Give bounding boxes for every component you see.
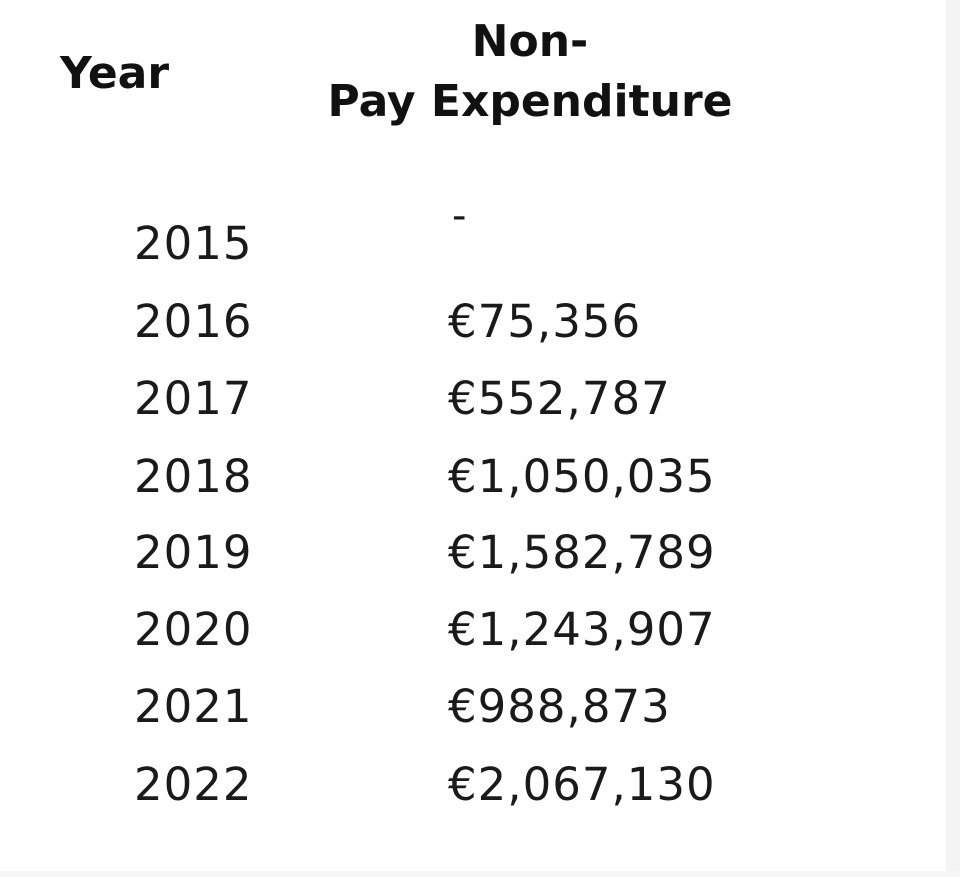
year-cell: 2021 bbox=[134, 680, 253, 733]
year-cell: 2018 bbox=[134, 450, 253, 503]
expenditure-column-header: Non- Pay Expenditure bbox=[300, 12, 760, 132]
year-column-header: Year bbox=[60, 48, 170, 99]
expenditure-header-line-1: Non- bbox=[471, 16, 589, 67]
expenditure-cell: €1,243,907 bbox=[448, 603, 716, 656]
expenditure-cell: €2,067,130 bbox=[448, 758, 716, 811]
expenditure-cell: €1,582,789 bbox=[448, 526, 716, 579]
year-cell: 2022 bbox=[134, 758, 253, 811]
year-cell: 2019 bbox=[134, 526, 253, 579]
expenditure-cell: - bbox=[452, 193, 468, 239]
expenditure-cell: €75,356 bbox=[448, 295, 642, 348]
right-edge-strip bbox=[946, 0, 960, 877]
year-cell: 2016 bbox=[134, 295, 253, 348]
year-cell: 2015 bbox=[134, 217, 253, 270]
expenditure-header-line-2: Pay Expenditure bbox=[327, 76, 733, 127]
year-cell: 2020 bbox=[134, 603, 253, 656]
expenditure-cell: €552,787 bbox=[448, 372, 671, 425]
expenditure-cell: €1,050,035 bbox=[448, 450, 716, 503]
expenditure-cell: €988,873 bbox=[448, 680, 671, 733]
bottom-edge-strip bbox=[0, 871, 960, 877]
year-cell: 2017 bbox=[134, 372, 253, 425]
